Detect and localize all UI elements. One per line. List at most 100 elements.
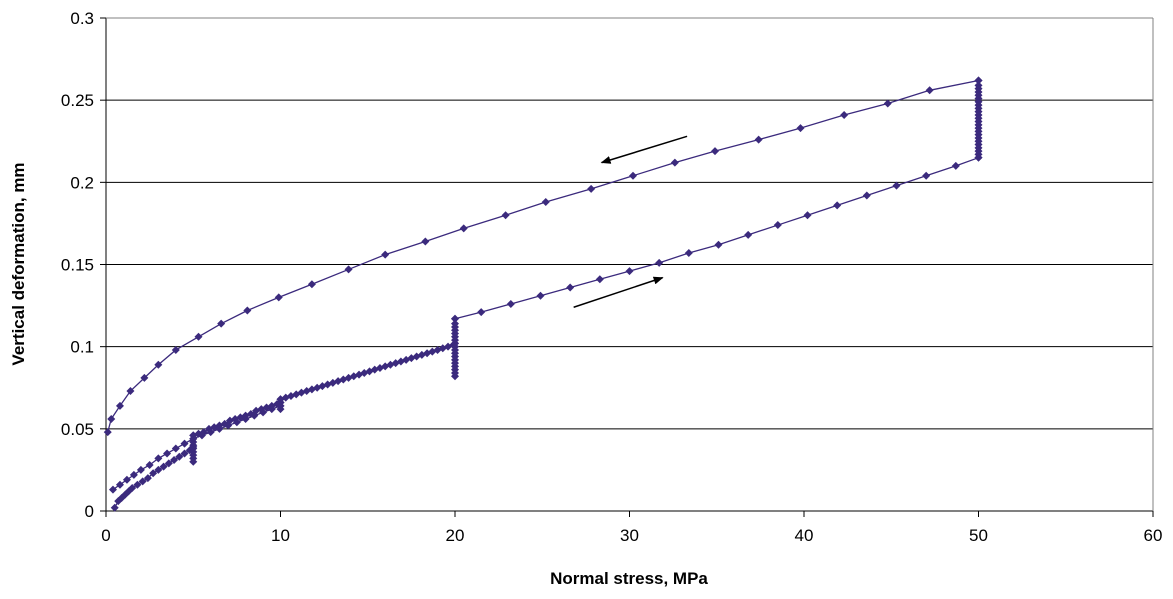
data-point <box>171 345 180 354</box>
y-tick-label: 0.25 <box>61 91 94 110</box>
data-point <box>159 462 168 471</box>
data-point <box>103 428 112 437</box>
x-tick-label: 20 <box>446 526 465 545</box>
data-point <box>180 439 189 448</box>
data-point <box>506 299 515 308</box>
data-point <box>541 198 550 207</box>
data-point <box>566 283 575 292</box>
data-point <box>307 280 316 289</box>
data-point <box>840 110 849 119</box>
data-point <box>344 265 353 274</box>
data-point <box>974 81 983 90</box>
x-tick-label: 30 <box>620 526 639 545</box>
data-point <box>803 211 812 220</box>
data-point <box>883 99 892 108</box>
x-tick-label: 60 <box>1144 526 1163 545</box>
data-point <box>451 319 459 328</box>
data-point <box>164 459 173 468</box>
data-point <box>925 86 934 95</box>
loading-arrow <box>573 276 664 308</box>
y-tick-label: 0.1 <box>70 338 94 357</box>
data-point <box>711 147 720 156</box>
data-point <box>129 470 138 479</box>
x-tick-label: 0 <box>101 526 110 545</box>
data-point <box>250 411 259 420</box>
data-point <box>276 401 285 410</box>
data-point <box>197 431 206 440</box>
data-point <box>684 248 693 257</box>
data-point <box>862 191 871 200</box>
data-point <box>274 293 283 302</box>
data-point <box>670 158 679 167</box>
axes-layer <box>100 17 1154 517</box>
data-point <box>170 456 179 465</box>
data-point <box>217 319 226 328</box>
data-point <box>154 360 163 369</box>
data-point <box>754 135 763 144</box>
series-layer <box>103 76 983 512</box>
data-point <box>140 373 149 382</box>
data-point <box>154 454 163 463</box>
grid-layer <box>106 17 1153 430</box>
data-point <box>163 449 172 458</box>
data-point <box>922 171 931 180</box>
x-tick-label: 10 <box>271 526 290 545</box>
x-tick-label: 40 <box>795 526 814 545</box>
data-point <box>138 477 147 486</box>
data-point <box>796 124 805 133</box>
data-point <box>108 485 117 494</box>
data-point <box>501 211 510 220</box>
data-point <box>149 469 158 478</box>
data-point <box>115 480 124 489</box>
data-point <box>421 237 430 246</box>
labels-layer: Normal stress, MPa Vertical deformation,… <box>9 9 1162 588</box>
data-point <box>714 240 723 249</box>
data-point <box>655 258 664 267</box>
data-point <box>107 414 116 423</box>
data-point <box>143 474 152 483</box>
data-point <box>628 171 637 180</box>
data-point <box>951 161 960 170</box>
data-point <box>136 465 145 474</box>
data-point <box>241 414 250 423</box>
data-point <box>536 291 545 300</box>
y-tick-label: 0.3 <box>70 9 94 28</box>
data-point <box>128 483 137 492</box>
data-point <box>459 224 468 233</box>
data-point <box>773 221 782 230</box>
data-point <box>180 449 189 458</box>
data-point <box>189 434 198 443</box>
y-axis-title: Vertical deformation, mm <box>9 162 28 365</box>
data-point <box>477 308 486 317</box>
data-point <box>892 181 901 190</box>
data-point <box>232 418 241 427</box>
data-point <box>121 490 130 499</box>
data-point <box>175 452 184 461</box>
x-tick-label: 50 <box>969 526 988 545</box>
data-point <box>115 401 124 410</box>
y-tick-label: 0.05 <box>61 420 94 439</box>
x-axis-title: Normal stress, MPa <box>550 569 708 588</box>
data-point <box>833 201 842 210</box>
data-point <box>206 428 215 437</box>
data-point <box>625 267 634 276</box>
y-tick-label: 0 <box>85 502 94 521</box>
data-point <box>126 387 135 396</box>
y-tick-label: 0.2 <box>70 173 94 192</box>
unloading-arrow <box>600 135 688 164</box>
data-point <box>194 332 203 341</box>
annotation-layer <box>573 135 688 308</box>
series-line <box>107 79 979 433</box>
data-point <box>110 503 119 512</box>
data-point <box>133 480 142 489</box>
data-point <box>587 184 596 193</box>
data-point <box>974 76 983 85</box>
data-point <box>259 408 268 417</box>
data-point <box>224 421 233 430</box>
data-point <box>243 306 252 315</box>
data-point <box>215 424 224 433</box>
data-point <box>595 275 604 284</box>
data-point <box>154 465 163 474</box>
